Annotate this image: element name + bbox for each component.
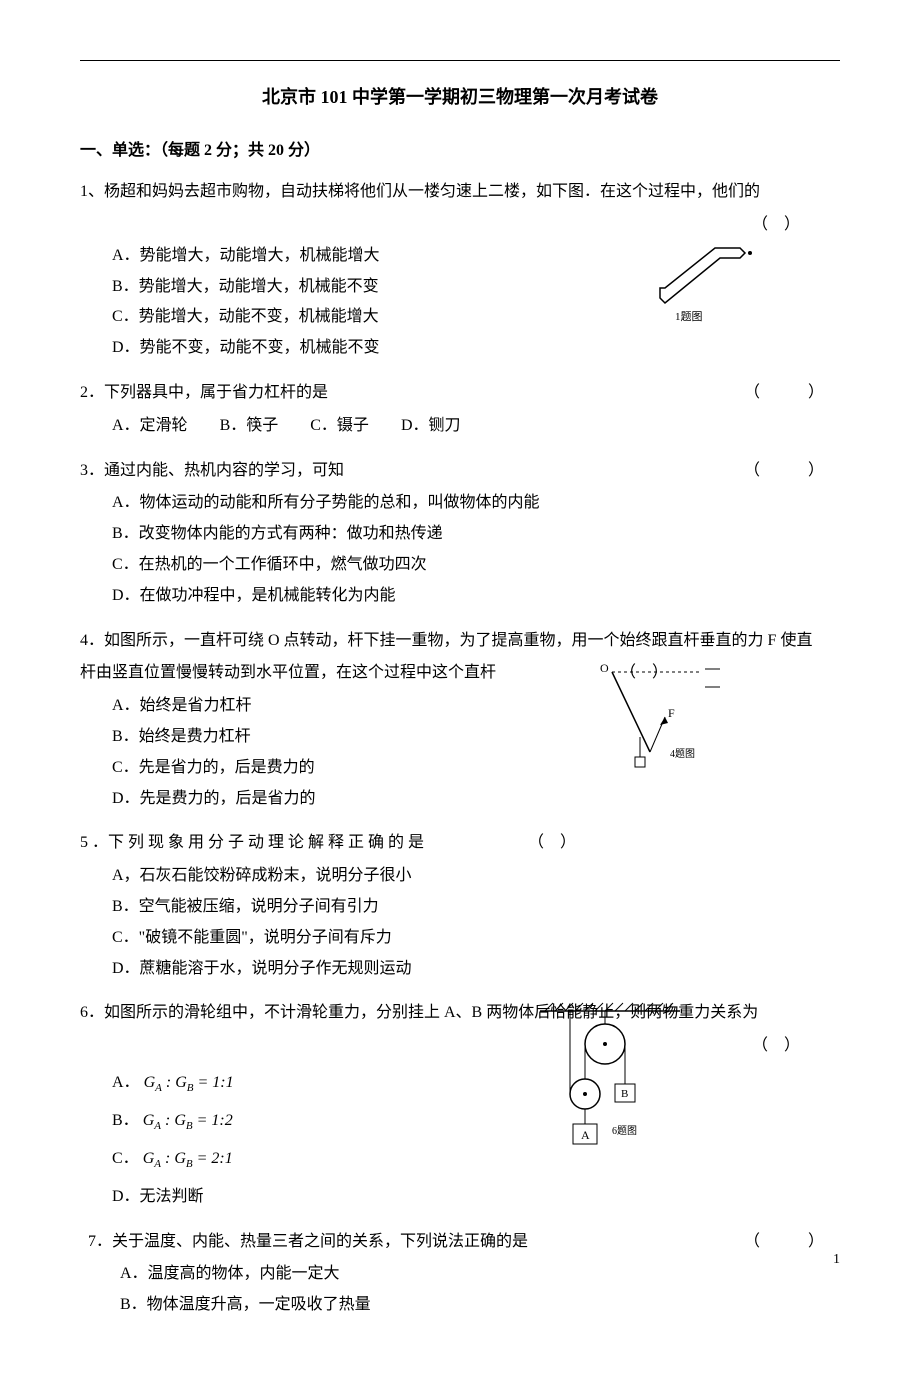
document-title: 北京市 101 中学第一学期初三物理第一次月考试卷 xyxy=(80,81,840,113)
q2-stem: 2．下列器具中，属于省力杠杆的是 （ ） xyxy=(80,379,840,408)
q2-optB: B．筷子 xyxy=(220,417,279,434)
answer-bracket: （ ） xyxy=(528,834,576,851)
q5-optC: C．"破镜不能重圆"，说明分子间有斥力 xyxy=(112,924,840,953)
q4-optD: D．先是费力的，后是省力的 xyxy=(112,785,840,814)
q3-optD: D．在做功冲程中，是机械能转化为内能 xyxy=(112,582,840,611)
question-3: 3．通过内能、热机内容的学习，可知 （ ） A．物体运动的动能和所有分子势能的总… xyxy=(80,457,840,611)
q5-optA: A，石灰石能饺粉碎成粉末，说明分子很小 xyxy=(112,862,840,891)
q2-optA: A．定滑轮 xyxy=(112,417,188,434)
escalator-figure: 1题图 xyxy=(650,228,780,328)
q7-optB: B．物体温度升高，一定吸收了热量 xyxy=(120,1291,840,1320)
q5-stem: 5 ．下 列 现 象 用 分 子 动 理 论 解 释 正 确 的 是 （ ） xyxy=(80,829,840,858)
q2-options: A．定滑轮 B．筷子 C．镊子 D．铡刀 xyxy=(80,412,840,441)
pulley-figure: A B 6题图 xyxy=(520,999,700,1169)
question-5: 5 ．下 列 现 象 用 分 子 动 理 论 解 释 正 确 的 是 （ ） A… xyxy=(80,829,840,983)
fig1-label: 1题图 xyxy=(675,310,703,323)
answer-bracket: （ ） xyxy=(744,1228,840,1257)
svg-text:F: F xyxy=(668,706,675,720)
q6-optA: A． GA : GB = 1:1 xyxy=(80,1069,840,1099)
lever-figure: O F 4题图 xyxy=(590,657,740,777)
q5-optD: D．蔗糖能溶于水，说明分子作无规则运动 xyxy=(112,955,840,984)
section-header: 一、单选：（每题 2 分；共 20 分） xyxy=(80,137,840,166)
q4-stem1: 4．如图所示，一直杆可绕 O 点转动，杆下挂一重物，为了提高重物，用一个始终跟直… xyxy=(80,627,840,656)
fig4-label: 4题图 xyxy=(670,748,695,760)
svg-text:O: O xyxy=(600,661,609,675)
question-4: 4．如图所示，一直杆可绕 O 点转动，杆下挂一重物，为了提高重物，用一个始终跟直… xyxy=(80,627,840,814)
question-7: 7．关于温度、内能、热量三者之间的关系，下列说法正确的是 （ ） A．温度高的物… xyxy=(80,1228,840,1320)
q2-optC: C．镊子 xyxy=(310,417,369,434)
q3-optC: C．在热机的一个工作循环中，燃气做功四次 xyxy=(112,551,840,580)
q3-options: A．物体运动的动能和所有分子势能的总和，叫做物体的内能 B．改变物体内能的方式有… xyxy=(80,489,840,610)
answer-bracket: （ ） xyxy=(744,379,840,408)
question-2: 2．下列器具中，属于省力杠杆的是 （ ） A．定滑轮 B．筷子 C．镊子 D．铡… xyxy=(80,379,840,441)
fig6-label: 6题图 xyxy=(612,1125,637,1137)
q3-optB: B．改变物体内能的方式有两种：做功和热传递 xyxy=(112,520,840,549)
q3-optA: A．物体运动的动能和所有分子势能的总和，叫做物体的内能 xyxy=(112,489,840,518)
q7-stem: 7．关于温度、内能、热量三者之间的关系，下列说法正确的是 （ ） xyxy=(88,1228,840,1257)
answer-bracket: （ ） xyxy=(744,457,840,486)
pulley-label-A: A xyxy=(581,1128,590,1142)
q6-optB: B． GA : GB = 1:2 xyxy=(80,1107,840,1137)
answer-bracket: （ ） xyxy=(80,1032,840,1061)
horizontal-rule xyxy=(80,60,840,61)
q5-options: A，石灰石能饺粉碎成粉末，说明分子很小 B．空气能被压缩，说明分子间有引力 C．… xyxy=(80,862,840,983)
q3-stem: 3．通过内能、热机内容的学习，可知 （ ） xyxy=(80,457,840,486)
q5-optB: B．空气能被压缩，说明分子间有引力 xyxy=(112,893,840,922)
q6-optC: C． GA : GB = 2:1 xyxy=(80,1145,840,1175)
question-6: 6．如图所示的滑轮组中，不计滑轮重力，分别挂上 A、B 两物体后恰能静止，则两物… xyxy=(80,999,840,1211)
q2-optD: D．铡刀 xyxy=(401,417,461,434)
pulley-label-B: B xyxy=(621,1088,628,1100)
q6-optD: D．无法判断 xyxy=(80,1183,840,1212)
q1-stem: 1、杨超和妈妈去超市购物，自动扶梯将他们从一楼匀速上二楼，如下图．在这个过程中，… xyxy=(80,178,840,207)
page-number: 1 xyxy=(833,1247,840,1272)
q1-optD: D．势能不变，动能不变，机械能不变 xyxy=(112,334,840,363)
q6-stem: 6．如图所示的滑轮组中，不计滑轮重力，分别挂上 A、B 两物体后恰能静止，则两物… xyxy=(80,999,840,1028)
q7-options: A．温度高的物体，内能一定大 B．物体温度升高，一定吸收了热量 xyxy=(88,1260,840,1320)
q7-optA: A．温度高的物体，内能一定大 xyxy=(120,1260,840,1289)
question-1: 1、杨超和妈妈去超市购物，自动扶梯将他们从一楼匀速上二楼，如下图．在这个过程中，… xyxy=(80,178,840,363)
